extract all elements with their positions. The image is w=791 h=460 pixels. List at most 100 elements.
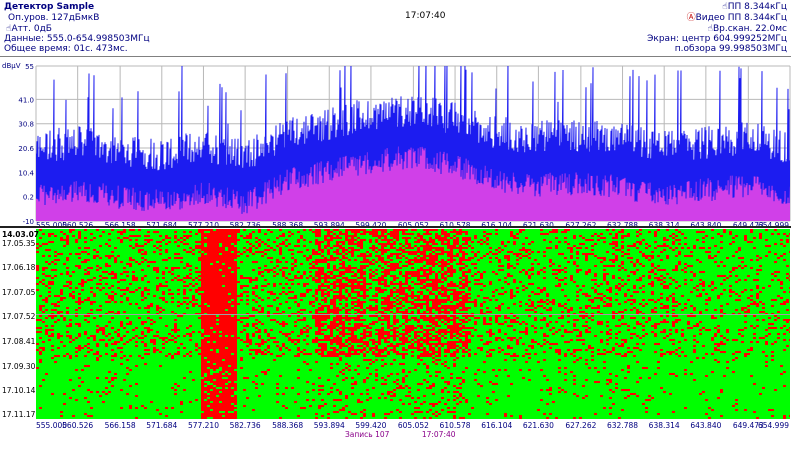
waterfall-cell xyxy=(309,257,312,259)
waterfall-cell xyxy=(330,259,333,261)
waterfall-cell xyxy=(408,301,411,303)
waterfall-cell xyxy=(432,281,435,283)
waterfall-cell xyxy=(228,323,231,325)
waterfall-cell xyxy=(453,271,456,273)
waterfall-cell xyxy=(597,323,600,325)
waterfall-cell xyxy=(240,253,243,255)
waterfall-cell xyxy=(675,321,678,323)
waterfall-cell xyxy=(630,303,633,305)
waterfall-cell xyxy=(219,343,222,345)
waterfall-cell xyxy=(672,339,675,341)
waterfall-cell xyxy=(237,303,240,305)
waterfall-cell xyxy=(372,231,375,233)
waterfall-cell xyxy=(387,301,390,303)
waterfall-cell xyxy=(639,241,642,243)
waterfall-cell xyxy=(225,257,228,259)
waterfall-cell xyxy=(57,311,60,313)
waterfall-cell xyxy=(330,339,333,341)
waterfall-cell xyxy=(39,281,42,283)
waterfall-cell xyxy=(717,345,720,347)
waterfall-cell xyxy=(384,245,387,247)
waterfall-cell xyxy=(87,343,90,345)
waterfall-cell xyxy=(141,249,144,251)
waterfall-cell xyxy=(675,269,678,271)
waterfall-cell xyxy=(234,239,237,241)
waterfall-cell xyxy=(666,315,669,317)
waterfall-cell xyxy=(435,287,438,289)
waterfall-cell xyxy=(207,285,210,287)
waterfall-cell xyxy=(279,347,282,349)
waterfall-cell xyxy=(54,263,57,265)
waterfall-cell xyxy=(234,287,237,289)
waterfall-cell xyxy=(357,229,360,231)
waterfall-cell xyxy=(87,279,90,281)
waterfall-cell xyxy=(363,261,366,263)
waterfall-cell xyxy=(252,315,255,317)
waterfall-cell xyxy=(516,341,519,343)
waterfall-cell xyxy=(342,249,345,251)
waterfall-cell xyxy=(144,307,147,309)
waterfall-cell xyxy=(195,233,198,235)
waterfall-cell xyxy=(435,259,438,261)
waterfall-cell xyxy=(36,269,39,271)
waterfall-cell xyxy=(495,257,498,259)
waterfall-cell xyxy=(450,307,453,309)
waterfall-cell xyxy=(252,309,255,311)
waterfall-cell xyxy=(474,255,477,257)
waterfall-cell xyxy=(294,275,297,277)
waterfall-cell xyxy=(168,257,171,259)
waterfall-cell xyxy=(342,243,345,245)
waterfall-cell xyxy=(663,287,666,289)
waterfall-cell xyxy=(759,291,762,293)
waterfall-cell xyxy=(360,287,363,289)
waterfall-cell xyxy=(210,317,213,319)
waterfall-cell xyxy=(390,303,393,305)
waterfall-cell xyxy=(234,265,237,267)
waterfall-cell xyxy=(225,269,228,271)
waterfall-cell xyxy=(246,295,249,297)
waterfall-cell xyxy=(486,331,489,333)
waterfall-cell xyxy=(417,331,420,333)
waterfall-cell xyxy=(441,233,444,235)
waterfall-cell xyxy=(672,315,675,317)
waterfall-cell xyxy=(387,239,390,241)
waterfall-cell xyxy=(348,247,351,249)
waterfall-cell xyxy=(693,339,696,341)
waterfall-cell xyxy=(351,287,354,289)
waterfall-cell xyxy=(639,279,642,281)
waterfall-cell xyxy=(363,273,366,275)
waterfall-cell xyxy=(540,305,543,307)
waterfall-cell xyxy=(417,347,420,349)
waterfall-panel[interactable]: 14.03.07 17.05.3517.06.1817.07.0517.07.5… xyxy=(2,229,791,430)
waterfall-cell xyxy=(318,349,321,351)
waterfall-plot-area[interactable] xyxy=(36,229,790,419)
waterfall-cell xyxy=(783,253,786,255)
waterfall-cell xyxy=(525,323,528,325)
waterfall-cell xyxy=(51,277,54,279)
waterfall-cell xyxy=(213,265,216,267)
waterfall-cell xyxy=(204,333,207,335)
waterfall-cell xyxy=(642,285,645,287)
waterfall-cell xyxy=(93,255,96,257)
waterfall-cell xyxy=(672,243,675,245)
waterfall-cell xyxy=(228,331,231,333)
waterfall-cell xyxy=(723,289,726,291)
waterfall-cell xyxy=(207,349,210,351)
waterfall-cell xyxy=(333,245,336,247)
waterfall-cell xyxy=(54,275,57,277)
waterfall-cell xyxy=(57,301,60,303)
waterfall-cell xyxy=(156,305,159,307)
waterfall-cell xyxy=(456,293,459,295)
waterfall-cell xyxy=(69,337,72,339)
waterfall-cell xyxy=(537,271,540,273)
waterfall-cell xyxy=(252,287,255,289)
waterfall-cell xyxy=(210,297,213,299)
waterfall-cell xyxy=(267,257,270,259)
waterfall-cell xyxy=(171,311,174,313)
waterfall-cell xyxy=(627,235,630,237)
waterfall-cell xyxy=(210,305,213,307)
waterfall-cell xyxy=(315,281,318,283)
waterfall-cell xyxy=(354,335,357,337)
